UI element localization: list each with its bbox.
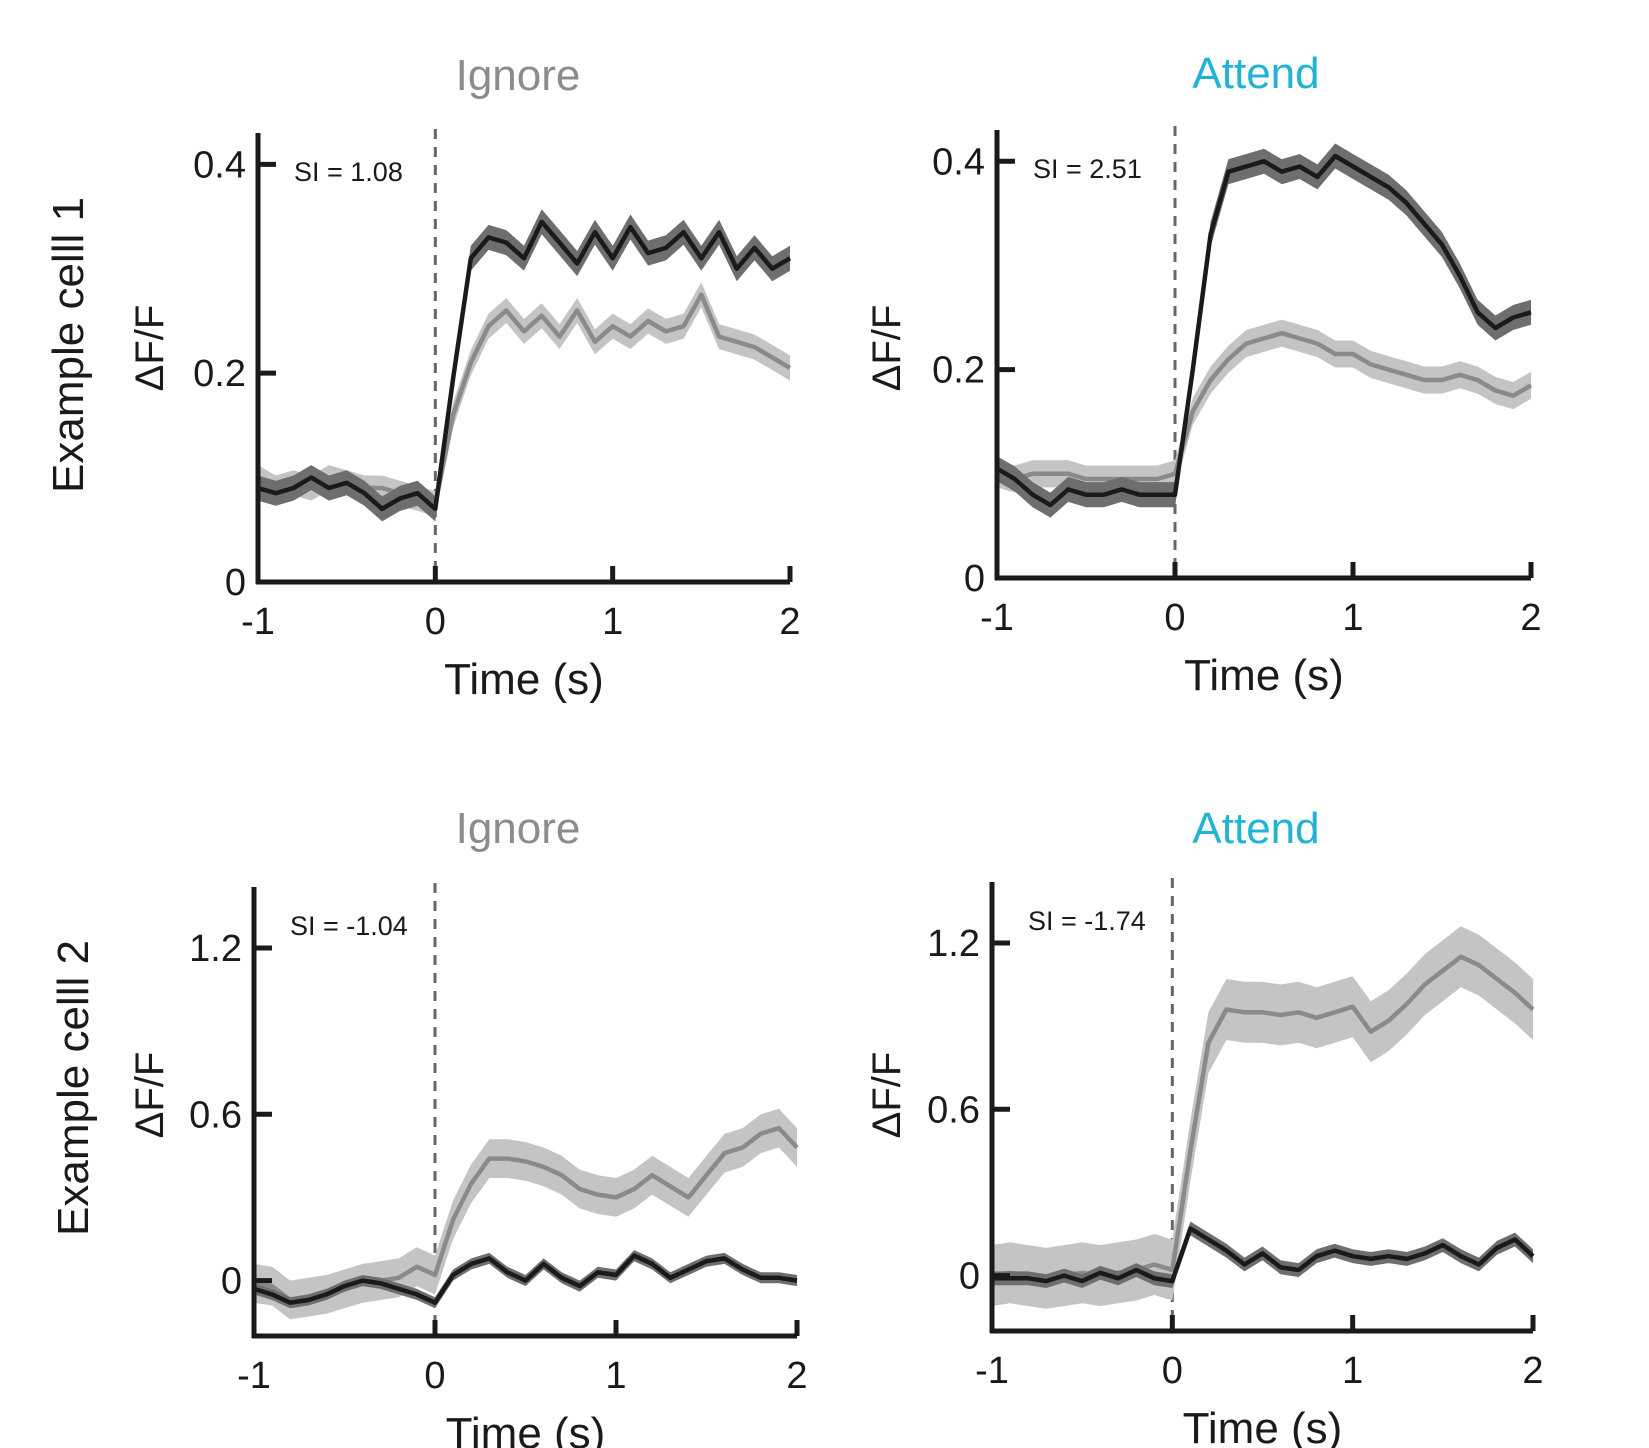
y-tick-label: 0.2 <box>193 353 246 395</box>
row-label-cell-1: Example celll 1 <box>44 197 93 493</box>
y-axis-label: ΔF/F <box>865 1052 909 1139</box>
x-tick-label: 2 <box>779 601 800 643</box>
x-tick-label: 1 <box>605 1355 626 1397</box>
panel-4: Attend ΔF/F Time (s) SI = -1.74 -1 0 1 2 0 0.6 1.2 <box>865 804 1544 1448</box>
si-annotation: SI = 1.08 <box>294 157 403 187</box>
si-annotation: SI = 2.51 <box>1033 154 1142 184</box>
y-tick-label: 0.4 <box>193 144 246 186</box>
panel-title: Ignore <box>456 51 581 100</box>
series-light-line <box>991 954 1535 1281</box>
x-tick-label: -1 <box>237 1355 271 1397</box>
y-axis-label: ΔF/F <box>128 1052 172 1139</box>
x-axis-label: Time (s) <box>1184 651 1344 700</box>
y-tick-label: 0 <box>959 1256 980 1298</box>
si-annotation: SI = -1.04 <box>290 911 408 941</box>
x-axis-label: Time (s) <box>444 655 604 704</box>
x-tick-label: 0 <box>424 1355 445 1397</box>
x-tick-label: 2 <box>786 1355 807 1397</box>
x-axis-label: Time (s) <box>1183 1404 1343 1448</box>
series-dark-line <box>995 153 1532 508</box>
series-dark-line <box>257 219 792 512</box>
series-light-error-band <box>992 926 1533 1309</box>
y-tick-label: 0 <box>221 1261 242 1303</box>
panel-title: Ignore <box>456 804 581 853</box>
y-tick-label: 0 <box>225 562 246 604</box>
series-light-error-band <box>254 1108 797 1320</box>
series-light-error-band <box>997 319 1531 493</box>
y-axis-label: ΔF/F <box>128 305 172 392</box>
x-tick-label: 1 <box>602 601 623 643</box>
x-axis-label: Time (s) <box>446 1409 606 1448</box>
x-tick-label: 2 <box>1522 1350 1543 1392</box>
series-light-line <box>996 330 1533 482</box>
x-tick-label: 1 <box>1342 1350 1363 1392</box>
series-dark-line <box>253 1253 798 1305</box>
y-tick-label: 0.2 <box>932 350 985 392</box>
x-tick-label: 0 <box>425 601 446 643</box>
si-annotation: SI = -1.74 <box>1028 906 1146 936</box>
panel-title: Attend <box>1192 804 1319 853</box>
x-tick-label: 0 <box>1162 1350 1183 1392</box>
y-tick-label: 1.2 <box>927 923 980 965</box>
x-tick-label: -1 <box>980 597 1014 639</box>
x-tick-label: -1 <box>241 601 275 643</box>
x-tick-label: 2 <box>1520 597 1541 639</box>
panel-3: Ignore ΔF/F Time (s) SI = -1.04 -1 0 1 2 0 0.6 1.2 <box>128 804 808 1448</box>
y-tick-label: 0.6 <box>189 1094 242 1136</box>
x-tick-label: 0 <box>1164 597 1185 639</box>
y-tick-label: 0.6 <box>927 1089 980 1131</box>
y-axis-label: ΔF/F <box>865 305 909 392</box>
y-tick-label: 0.4 <box>932 141 985 183</box>
row-label-cell-2: Example celll 2 <box>49 940 98 1236</box>
x-tick-label: 1 <box>1342 597 1363 639</box>
panel-title: Attend <box>1192 49 1319 98</box>
series-dark-line <box>992 1226 1535 1284</box>
x-tick-label: -1 <box>975 1350 1009 1392</box>
y-tick-label: 1.2 <box>189 928 242 970</box>
y-tick-label: 0 <box>964 558 985 600</box>
